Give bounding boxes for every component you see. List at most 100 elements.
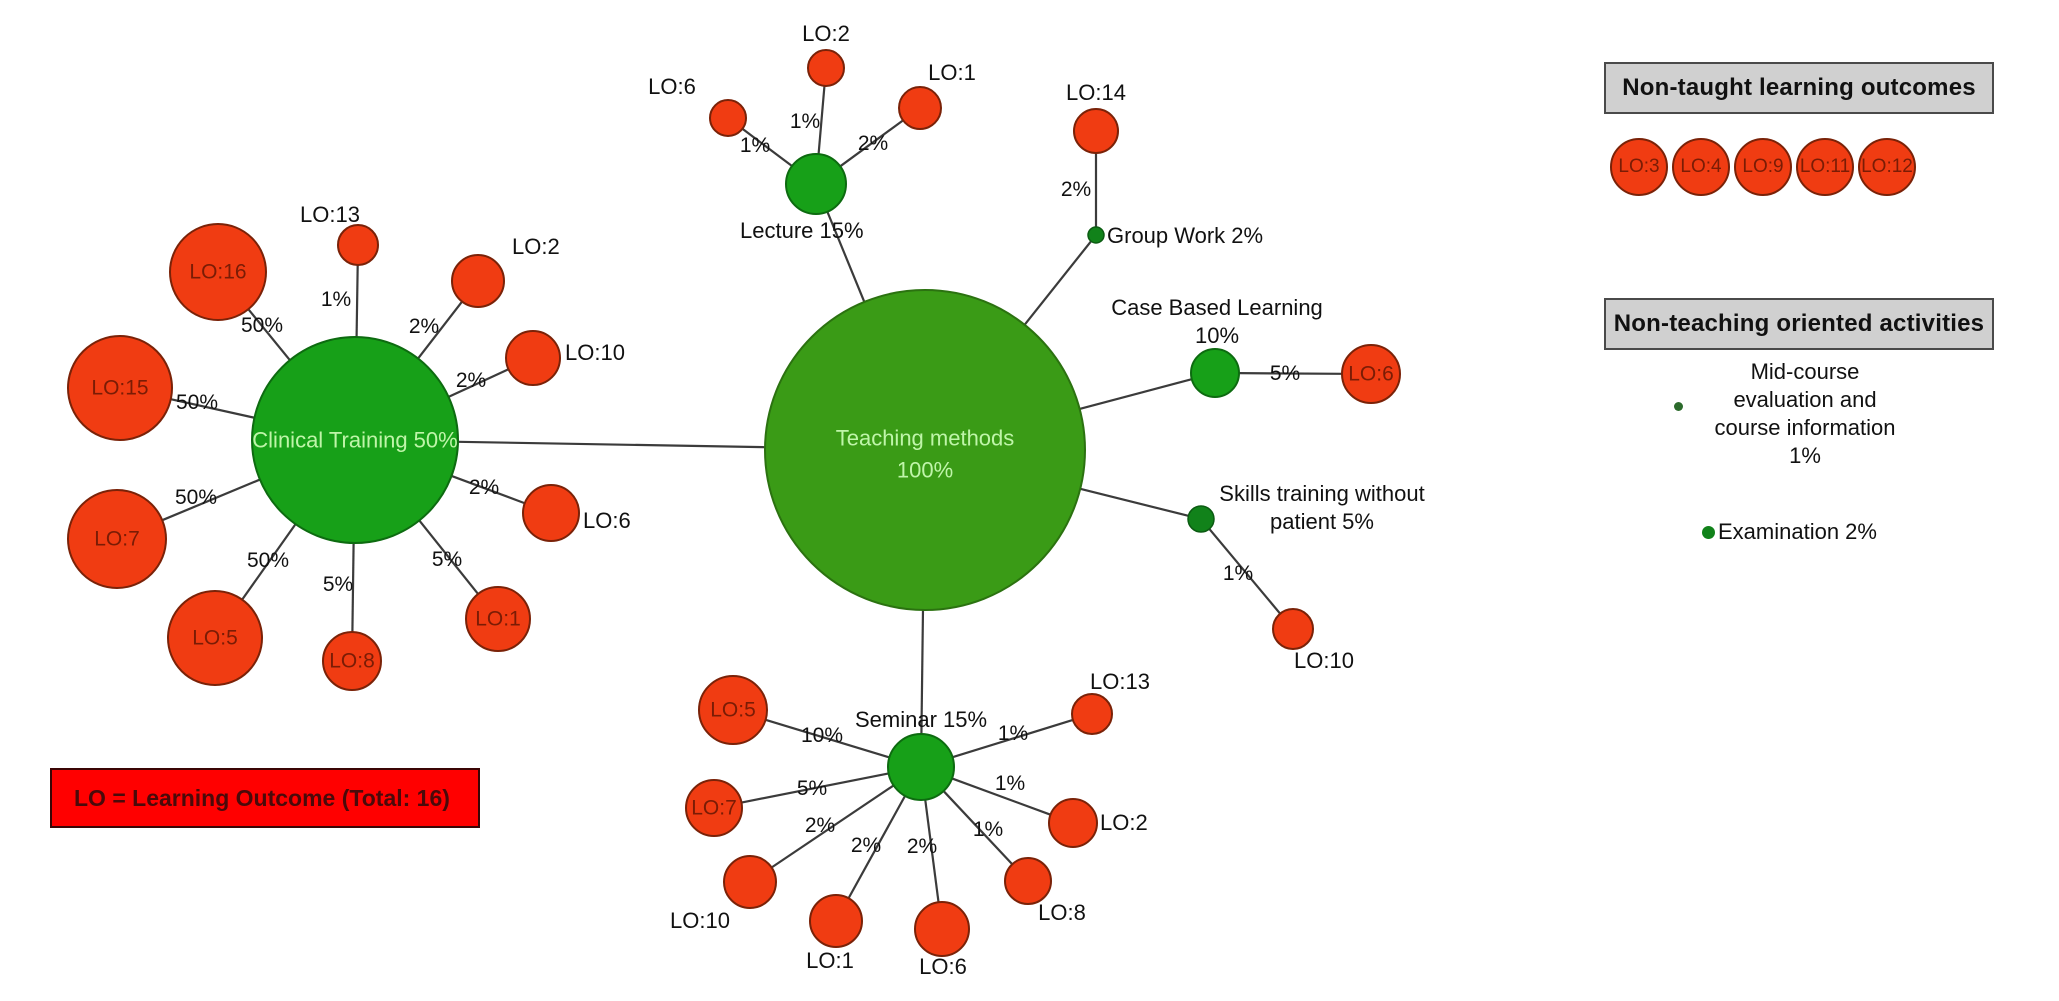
legend-lo-circle[interactable]: LO:3 bbox=[1610, 138, 1668, 196]
edge-seminar-to-lo-4 bbox=[770, 784, 895, 869]
lo-label-group-work-0: LO:14 bbox=[1066, 80, 1126, 105]
lo-label-clinical-training-6: LO:7 bbox=[94, 528, 140, 551]
legend-lo-circle[interactable]: LO:4 bbox=[1672, 138, 1730, 196]
lo-node-seminar-6[interactable] bbox=[914, 901, 970, 957]
edge-clinical-training-to-lo-5 bbox=[451, 474, 526, 505]
hub-node-group-work[interactable] bbox=[1087, 226, 1105, 244]
edge-percent-clinical-training-7: 5% bbox=[432, 548, 462, 571]
lo-label-clinical-training-5: LO:6 bbox=[583, 508, 631, 533]
edge-lecture-to-lo-0 bbox=[741, 127, 793, 167]
hub-node-lecture[interactable] bbox=[785, 153, 847, 215]
edge-percent-group-work-0: 2% bbox=[1061, 178, 1091, 201]
lo-label-lecture-2: LO:1 bbox=[928, 60, 976, 85]
legend-lo-label: LO:12 bbox=[1861, 156, 1913, 177]
edge-percent-lecture-2: 2% bbox=[858, 132, 888, 155]
edge-center-to-case-based-learning bbox=[1079, 378, 1193, 411]
hub-node-clinical-training[interactable] bbox=[251, 336, 459, 544]
edge-center-to-clinical-training bbox=[457, 440, 766, 449]
edge-percent-seminar-5: 2% bbox=[851, 834, 881, 857]
edge-percent-clinical-training-8: 50% bbox=[247, 549, 289, 572]
lo-node-case-based-learning-0[interactable] bbox=[1341, 344, 1401, 404]
lo-node-seminar-7[interactable] bbox=[1004, 857, 1052, 905]
lo-node-seminar-4[interactable] bbox=[723, 855, 777, 909]
legend-lo-circle[interactable]: LO:12 bbox=[1858, 138, 1916, 196]
lo-node-seminar-5[interactable] bbox=[809, 894, 863, 948]
lo-node-seminar-3[interactable] bbox=[1048, 798, 1098, 848]
edge-clinical-training-to-lo-1 bbox=[355, 264, 359, 338]
center-node-label-line2: 100% bbox=[897, 458, 953, 483]
lo-node-clinical-training-6[interactable] bbox=[67, 489, 167, 589]
edge-seminar-to-lo-2 bbox=[741, 772, 889, 804]
lo-node-clinical-training-9[interactable] bbox=[322, 631, 382, 691]
edge-case-based-learning-to-lo-0 bbox=[1238, 372, 1343, 375]
edge-percent-lecture-1: 1% bbox=[790, 110, 820, 133]
edge-percent-seminar-0: 10% bbox=[801, 724, 843, 747]
edge-center-to-skills-training-without-patient bbox=[1079, 487, 1189, 517]
edge-percent-case-based-learning-0: 5% bbox=[1270, 362, 1300, 385]
edge-center-to-lecture bbox=[826, 211, 866, 303]
edge-center-to-seminar bbox=[920, 609, 925, 735]
lo-label-seminar-1: LO:13 bbox=[1090, 669, 1150, 694]
lo-node-clinical-training-1[interactable] bbox=[337, 224, 379, 266]
hub-label-group-work: Group Work 2% bbox=[1107, 223, 1263, 248]
legend-lo-circle[interactable]: LO:9 bbox=[1734, 138, 1792, 196]
lo-label-case-based-learning-0: LO:6 bbox=[1348, 363, 1394, 386]
lo-node-clinical-training-8[interactable] bbox=[167, 590, 263, 686]
lo-node-seminar-0[interactable] bbox=[698, 675, 768, 745]
lo-key-box: LO = Learning Outcome (Total: 16) bbox=[50, 768, 480, 828]
lo-node-seminar-2[interactable] bbox=[685, 779, 743, 837]
edge-seminar-to-lo-5 bbox=[847, 795, 907, 899]
lo-node-clinical-training-7[interactable] bbox=[465, 586, 531, 652]
lo-node-clinical-training-3[interactable] bbox=[505, 330, 561, 386]
edge-percent-seminar-4: 2% bbox=[805, 814, 835, 837]
lo-label-skills-training-without-patient-0: LO:10 bbox=[1294, 648, 1354, 673]
lo-label-lecture-0: LO:6 bbox=[648, 74, 696, 99]
center-node[interactable] bbox=[764, 289, 1086, 611]
lo-node-clinical-training-2[interactable] bbox=[451, 254, 505, 308]
activity-examination: Examination 2% bbox=[1702, 518, 1877, 546]
hub-label-lecture: Lecture 15% bbox=[740, 218, 864, 243]
edge-percent-clinical-training-4: 50% bbox=[176, 391, 218, 414]
edge-percent-lecture-0: 1% bbox=[740, 134, 770, 157]
lo-node-clinical-training-5[interactable] bbox=[522, 484, 580, 542]
hub-node-seminar[interactable] bbox=[887, 733, 955, 801]
edge-clinical-training-to-lo-8 bbox=[241, 523, 297, 601]
hub-node-case-based-learning[interactable] bbox=[1190, 348, 1240, 398]
lo-node-lecture-1[interactable] bbox=[807, 49, 845, 87]
lo-label-clinical-training-0: LO:16 bbox=[189, 261, 246, 284]
edge-percent-clinical-training-6: 50% bbox=[175, 486, 217, 509]
lo-node-group-work-0[interactable] bbox=[1073, 108, 1119, 154]
lo-node-clinical-training-0[interactable] bbox=[169, 223, 267, 321]
edge-percent-clinical-training-5: 2% bbox=[469, 476, 499, 499]
lo-label-clinical-training-3: LO:10 bbox=[565, 340, 625, 365]
lo-node-seminar-1[interactable] bbox=[1071, 693, 1113, 735]
activity-mid-course-line1: Mid-course bbox=[1750, 359, 1860, 384]
legend-lo-circle[interactable]: LO:11 bbox=[1796, 138, 1854, 196]
edge-percent-seminar-1: 1% bbox=[998, 722, 1028, 745]
hub-label-clinical-training: Clinical Training 50% bbox=[252, 428, 457, 453]
lo-label-clinical-training-7: LO:1 bbox=[475, 608, 521, 631]
lo-label-clinical-training-4: LO:15 bbox=[91, 377, 148, 400]
lo-label-seminar-6: LO:6 bbox=[919, 954, 967, 979]
hub-node-skills-training-without-patient[interactable] bbox=[1187, 505, 1215, 533]
legend-non-teaching-header: Non-teaching oriented activities bbox=[1604, 298, 1994, 350]
lo-node-clinical-training-4[interactable] bbox=[67, 335, 173, 441]
green-dot-icon bbox=[1702, 525, 1715, 539]
edge-percent-seminar-7: 1% bbox=[973, 818, 1003, 841]
lo-node-lecture-2[interactable] bbox=[898, 86, 942, 130]
edge-clinical-training-to-lo-9 bbox=[351, 542, 355, 633]
legend-non-taught-title: Non-taught learning outcomes bbox=[1622, 74, 1976, 101]
legend-non-taught-header: Non-taught learning outcomes bbox=[1604, 62, 1994, 114]
lo-label-clinical-training-1: LO:13 bbox=[300, 202, 360, 227]
lo-node-skills-training-without-patient-0[interactable] bbox=[1272, 608, 1314, 650]
lo-label-seminar-4: LO:10 bbox=[670, 908, 730, 933]
lo-label-lecture-1: LO:2 bbox=[802, 21, 850, 46]
lo-node-lecture-0[interactable] bbox=[709, 99, 747, 137]
hub-label-seminar: Seminar 15% bbox=[855, 707, 987, 732]
activity-mid-course-line3: course information bbox=[1714, 415, 1896, 440]
lo-label-seminar-2: LO:7 bbox=[691, 797, 737, 820]
edge-clinical-training-to-lo-3 bbox=[448, 368, 509, 398]
hub-label-case-based-learning: Case Based Learning bbox=[1111, 295, 1323, 320]
